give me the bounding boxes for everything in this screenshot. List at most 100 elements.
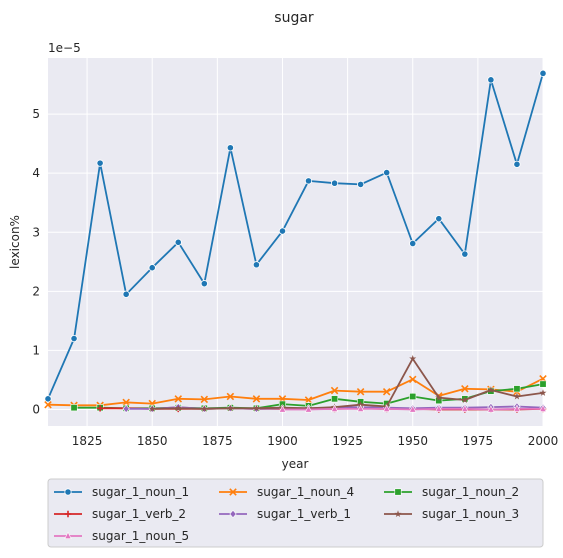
point-marker: [278, 227, 287, 235]
point-marker: [513, 404, 521, 412]
legend-label: sugar_1_noun_4: [257, 485, 354, 499]
series-line: [47, 377, 544, 407]
point-marker: [304, 396, 313, 404]
point-marker: [461, 250, 469, 258]
y-axis-ticks: 0 1 2 3 4 5: [32, 107, 40, 416]
point-marker: [487, 76, 495, 84]
point-marker: [200, 395, 209, 404]
point-marker: [64, 488, 72, 496]
legend: sugar_1_noun_1 sugar_1_noun_4 sugar_1_noun…: [47, 478, 544, 548]
x-tick-label: 1825: [72, 434, 103, 448]
legend-item: sugar_1_noun_3: [384, 507, 519, 521]
legend-item: sugar_1_verb_1: [219, 507, 351, 521]
x-tick-label: 1975: [463, 434, 494, 448]
point-marker: [539, 404, 547, 412]
x-axis-label: year: [282, 457, 309, 471]
point-marker: [148, 405, 156, 412]
point-marker: [122, 290, 130, 298]
legend-item: sugar_1_noun_2: [384, 485, 519, 499]
point-marker: [513, 160, 521, 168]
point-marker: [200, 280, 208, 288]
point-marker: [356, 404, 365, 412]
point-marker: [44, 400, 52, 409]
point-marker: [382, 387, 391, 396]
chart-title: sugar: [274, 10, 314, 26]
point-marker: [487, 405, 495, 413]
y-tick-label: 5: [32, 107, 40, 121]
point-marker: [64, 531, 72, 539]
legend-item: sugar_1_noun_1: [54, 485, 189, 499]
x-tick-label: 1875: [202, 434, 233, 448]
point-marker: [226, 392, 235, 401]
x-tick-label: 1925: [332, 434, 363, 448]
point-marker: [200, 405, 208, 412]
point-marker: [539, 69, 547, 77]
point-marker: [174, 404, 182, 412]
legend-item: sugar_1_verb_2: [54, 507, 186, 521]
point-marker: [435, 404, 443, 412]
point-marker: [539, 389, 547, 396]
y-tick-label: 1: [32, 343, 40, 357]
point-marker: [331, 395, 339, 403]
legend-item: sugar_1_noun_4: [219, 485, 354, 499]
series-line: [152, 357, 544, 410]
point-marker: [435, 393, 443, 401]
point-marker: [304, 405, 313, 413]
point-marker: [409, 392, 417, 400]
point-marker: [539, 380, 547, 388]
point-marker: [44, 395, 52, 403]
plot-area: [48, 58, 543, 426]
legend-label: sugar_1_verb_1: [257, 507, 351, 521]
point-marker: [174, 238, 182, 246]
legend-label: sugar_1_noun_1: [92, 485, 189, 499]
point-marker: [487, 386, 495, 393]
point-marker: [96, 405, 104, 412]
point-marker: [174, 395, 183, 403]
y-tick-label: 2: [32, 284, 40, 298]
point-marker: [357, 180, 365, 189]
legend-label: sugar_1_noun_5: [92, 529, 189, 543]
point-marker: [229, 488, 237, 496]
legend-item: sugar_1_noun_5: [54, 529, 189, 543]
point-marker: [148, 264, 156, 272]
y-tick-label: 4: [32, 166, 40, 180]
x-axis-ticks: 1825 1850 1875 1900 1925 1950 1975 2000: [72, 434, 558, 448]
point-marker: [513, 392, 521, 400]
x-tick-label: 1900: [267, 434, 298, 448]
point-marker: [70, 404, 78, 412]
point-marker: [409, 354, 417, 362]
point-marker: [226, 144, 234, 152]
point-marker: [513, 385, 521, 393]
point-marker: [382, 404, 391, 412]
point-marker: [330, 179, 339, 187]
x-tick-label: 2000: [528, 434, 559, 448]
point-marker: [330, 404, 339, 412]
series-layer: [44, 69, 547, 414]
point-marker: [252, 404, 260, 412]
point-marker: [122, 398, 130, 407]
point-marker: [409, 405, 417, 413]
point-marker: [330, 386, 339, 395]
y-axis-label: lexicon%: [8, 215, 22, 269]
point-marker: [383, 168, 391, 177]
point-marker: [304, 177, 313, 185]
x-tick-label: 1950: [397, 434, 428, 448]
point-marker: [461, 385, 469, 393]
y-tick-label: 3: [32, 225, 40, 239]
legend-frame: [47, 478, 544, 548]
legend-label: sugar_1_noun_2: [422, 485, 519, 499]
point-marker: [357, 401, 365, 408]
point-marker: [394, 510, 402, 517]
point-marker: [408, 375, 417, 384]
point-marker: [229, 509, 237, 519]
point-marker: [226, 404, 234, 412]
legend-label: sugar_1_verb_2: [92, 507, 186, 521]
point-marker: [252, 395, 261, 403]
point-marker: [461, 396, 469, 403]
point-marker: [356, 387, 365, 396]
point-marker: [461, 404, 469, 412]
series-sugar_1_noun_5: [278, 404, 547, 413]
series-line: [47, 73, 544, 400]
point-marker: [70, 334, 78, 343]
